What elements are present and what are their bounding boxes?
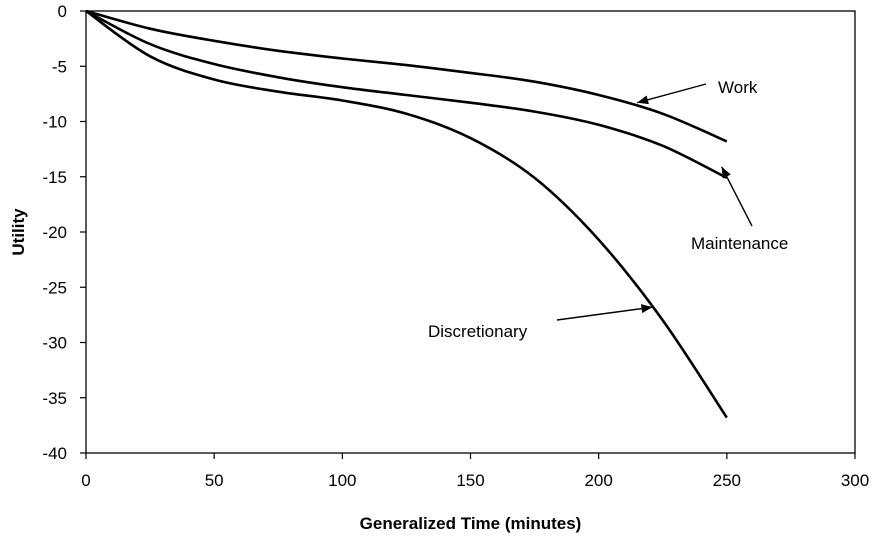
x-tick-label: 200 xyxy=(584,471,612,490)
y-tick-label: -5 xyxy=(52,57,67,76)
x-tick-label: 300 xyxy=(841,471,869,490)
x-axis-title: Generalized Time (minutes) xyxy=(360,514,582,533)
y-tick-label: 0 xyxy=(58,2,67,21)
y-tick-label: -25 xyxy=(42,278,67,297)
annotation-arrowhead xyxy=(721,166,731,179)
series-line-discretionary xyxy=(85,9,728,419)
annotation-arrow xyxy=(636,83,707,104)
y-tick-label: -30 xyxy=(42,334,67,353)
x-tick-label: 250 xyxy=(713,471,741,490)
x-tick-label: 100 xyxy=(328,471,356,490)
annotation-arrow xyxy=(556,306,653,321)
y-tick-label: -15 xyxy=(42,168,67,187)
series-lines xyxy=(85,9,728,419)
y-tick-label: -35 xyxy=(42,389,67,408)
annotation-label-work: Work xyxy=(718,78,758,97)
y-tick-label: -40 xyxy=(42,444,67,463)
series-line-work xyxy=(85,9,728,143)
annotation-arrowhead xyxy=(637,95,649,105)
y-tick-label: -20 xyxy=(42,223,67,242)
annotation-arrow xyxy=(721,166,753,227)
annotation-label-discretionary: Discretionary xyxy=(428,322,528,341)
axes: 0 50 100 150 200 250 300 0 -5 -10 -15 -20 -25 -30 -35 -… xyxy=(42,2,869,490)
x-tick-label: 0 xyxy=(81,471,90,490)
y-tick-label: -10 xyxy=(42,113,67,132)
annotation-label-maintenance: Maintenance xyxy=(691,234,788,253)
x-tick-label: 150 xyxy=(456,471,484,490)
annotation-arrowhead xyxy=(640,304,653,314)
x-tick-label: 50 xyxy=(205,471,224,490)
y-axis-title: Utility xyxy=(9,208,28,256)
series-line-maintenance xyxy=(85,9,728,180)
annotations: Work Maintenance Discretionary xyxy=(428,78,788,341)
